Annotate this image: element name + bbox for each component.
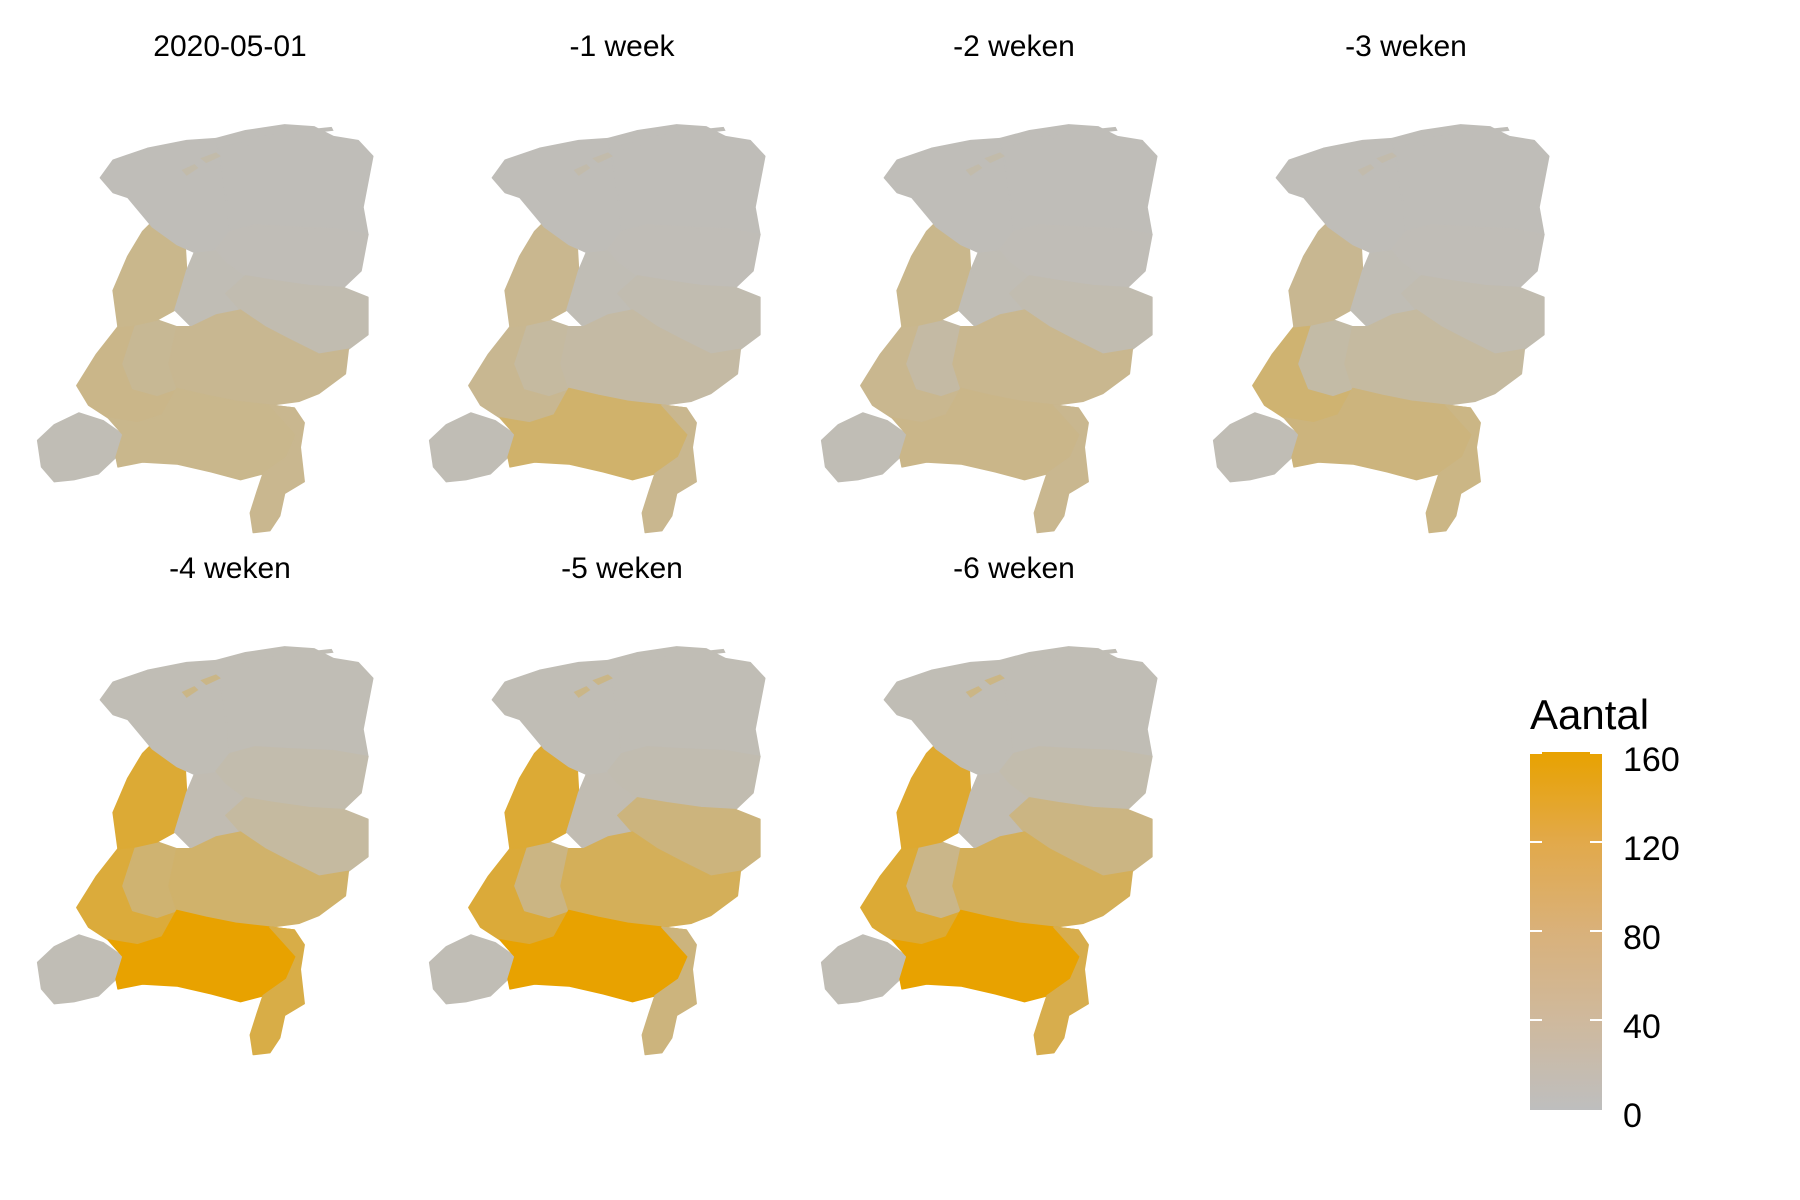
map-panel-6 <box>428 646 766 1056</box>
wadden-island <box>1066 128 1093 136</box>
wadden-island <box>200 674 221 686</box>
wadden-island <box>1098 648 1118 655</box>
wadden-island <box>181 164 199 176</box>
wadden-island <box>225 140 252 151</box>
legend-title: Aantal <box>1530 691 1650 738</box>
map-panel-7 <box>820 646 1158 1056</box>
panel-title-5: -4 weken <box>169 552 291 585</box>
wadden-island <box>706 648 726 655</box>
wadden-island <box>1357 164 1375 176</box>
province-ze <box>428 934 516 1005</box>
province-gr <box>215 124 374 236</box>
wadden-island <box>647 133 671 141</box>
panel-title-1: 2020-05-01 <box>153 30 306 63</box>
wadden-island <box>592 674 613 686</box>
wadden-island <box>1009 140 1036 151</box>
map-panel-2 <box>428 124 766 534</box>
wadden-island <box>1098 126 1118 133</box>
map-panel-5 <box>36 646 374 1056</box>
legend-tick-mark <box>1530 841 1542 843</box>
province-li <box>249 404 305 534</box>
wadden-island <box>181 686 199 698</box>
panel-title-2: -1 week <box>569 30 675 63</box>
wadden-island <box>592 152 613 164</box>
legend-label-160: 160 <box>1623 741 1680 779</box>
wadden-island <box>1458 128 1485 136</box>
legend-tick-mark <box>1530 930 1542 932</box>
wadden-island <box>1066 650 1093 658</box>
wadden-island <box>255 133 279 141</box>
wadden-island <box>282 650 309 658</box>
wadden-island <box>647 655 671 663</box>
legend-tick-mark <box>1530 1019 1542 1021</box>
legend-label-120: 120 <box>1623 830 1680 868</box>
map-panel-3 <box>820 124 1158 534</box>
wadden-island <box>1401 140 1428 151</box>
province-ze <box>820 412 908 483</box>
province-li <box>1033 926 1089 1056</box>
legend-tick-mark <box>1590 841 1602 843</box>
province-ze <box>428 412 516 483</box>
panel-title-4: -3 weken <box>1345 30 1467 63</box>
province-li <box>641 404 697 534</box>
wadden-island <box>1431 133 1455 141</box>
wadden-island <box>282 128 309 136</box>
wadden-island <box>1009 662 1036 673</box>
province-li <box>249 926 305 1056</box>
wadden-island <box>706 126 726 133</box>
wadden-island <box>314 648 334 655</box>
legend-label-40: 40 <box>1623 1008 1661 1046</box>
wadden-island <box>314 126 334 133</box>
wadden-island <box>984 152 1005 164</box>
wadden-island <box>984 674 1005 686</box>
legend-label-80: 80 <box>1623 919 1661 957</box>
legend-tick-mark <box>1590 930 1602 932</box>
wadden-island <box>1490 126 1510 133</box>
province-ze <box>820 934 908 1005</box>
wadden-island <box>1039 133 1063 141</box>
wadden-island <box>617 662 644 673</box>
wadden-island <box>617 140 644 151</box>
wadden-island <box>1039 655 1063 663</box>
legend-tick-mark <box>1530 752 1542 754</box>
province-li <box>1033 404 1089 534</box>
province-ze <box>36 934 124 1005</box>
wadden-island <box>255 655 279 663</box>
wadden-island <box>200 152 221 164</box>
wadden-island <box>965 164 983 176</box>
panel-title-3: -2 weken <box>953 30 1075 63</box>
color-legend: Aantal 160 120 80 40 0 <box>1525 690 1765 1135</box>
legend-tick-mark <box>1590 752 1602 754</box>
wadden-island <box>573 164 591 176</box>
panel-title-7: -6 weken <box>953 552 1075 585</box>
province-ze <box>1212 412 1300 483</box>
province-gr <box>999 124 1158 236</box>
province-li <box>1425 404 1481 534</box>
province-gr <box>607 124 766 236</box>
panel-title-6: -5 weken <box>561 552 683 585</box>
wadden-island <box>573 686 591 698</box>
province-gr <box>1391 124 1550 236</box>
wadden-island <box>674 650 701 658</box>
province-gr <box>215 646 374 758</box>
wadden-island <box>674 128 701 136</box>
province-gr <box>607 646 766 758</box>
legend-label-0: 0 <box>1623 1097 1642 1135</box>
map-panel-4 <box>1212 124 1550 534</box>
legend-tick-mark <box>1590 1019 1602 1021</box>
province-li <box>641 926 697 1056</box>
map-panel-1 <box>36 124 374 534</box>
wadden-island <box>225 662 252 673</box>
province-gr <box>999 646 1158 758</box>
wadden-island <box>1376 152 1397 164</box>
wadden-island <box>965 686 983 698</box>
province-ze <box>36 412 124 483</box>
